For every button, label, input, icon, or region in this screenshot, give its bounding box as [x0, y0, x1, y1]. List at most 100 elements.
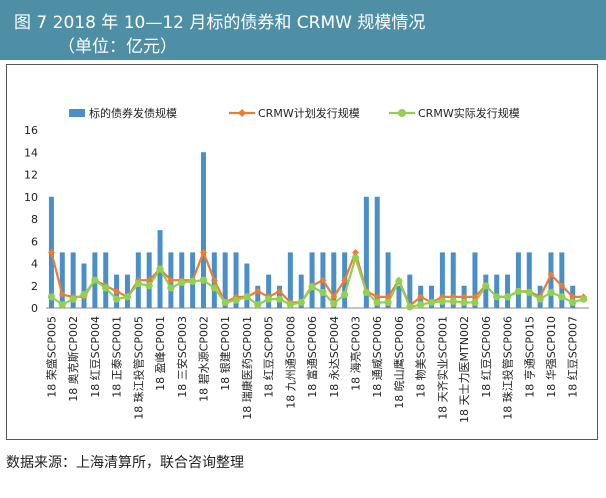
x-tick-label: 18 红豆SCP007	[567, 316, 580, 398]
x-tick-label: 18 奥克斯CP002	[66, 316, 80, 402]
chart-unit-subtitle: （单位：亿元）	[58, 37, 177, 57]
bar-issuance	[450, 252, 456, 308]
marker-crmw-actual	[449, 297, 457, 305]
marker-crmw-actual	[417, 301, 425, 309]
bar-issuance	[222, 252, 228, 308]
bar-issuance	[505, 274, 511, 308]
bar-issuance	[515, 252, 521, 308]
bar-issuance	[439, 252, 445, 308]
marker-crmw-plan	[200, 248, 207, 256]
bar-issuance	[244, 263, 250, 308]
y-tick-label: 6	[31, 235, 38, 248]
y-tick-label: 4	[31, 258, 38, 271]
bar-issuance	[548, 252, 554, 308]
marker-crmw-actual	[210, 284, 218, 292]
x-tick-label: 18 三安SCP003	[175, 316, 189, 398]
bar-issuance	[287, 252, 293, 308]
data-source-note: 数据来源：上海清算所，联合咨询整理	[6, 455, 244, 471]
marker-crmw-actual	[341, 291, 349, 299]
y-tick-label: 12	[24, 169, 38, 182]
marker-crmw-actual	[156, 265, 164, 273]
bar-issuance	[200, 152, 206, 308]
bar-issuance	[407, 274, 413, 308]
marker-crmw-actual	[319, 288, 327, 297]
marker-crmw-actual	[493, 293, 501, 301]
marker-crmw-actual	[69, 295, 77, 303]
marker-crmw-actual	[243, 293, 251, 301]
bar-issuance	[81, 263, 87, 308]
title-banner: 图 7 2018 年 10—12 月标的债券和 CRMW 规模情况 （单位：亿元…	[0, 0, 606, 60]
x-tick-label: 18 红豆SCP004	[89, 316, 102, 398]
legend: 标的债券发债规模 CRMW计划发行规模 CRMW实际发行规模	[69, 106, 520, 120]
bar-issuance	[266, 274, 272, 308]
marker-crmw-actual	[91, 276, 99, 284]
x-tick-label: 18 华强SCP010	[544, 316, 558, 398]
bar-issuance	[298, 274, 304, 308]
x-tick-label: 18 银建CP001	[218, 316, 232, 391]
marker-crmw-actual	[482, 282, 490, 290]
y-tick-label: 10	[24, 191, 38, 204]
chart-frame: 0 2 4 6 8 10 12 14 16 18 荣盛SCP005 18 奥克斯CP002 18 红豆…	[6, 64, 598, 440]
marker-crmw-plan	[58, 291, 66, 299]
x-tick-label: 18 瑞康医药SCP001	[240, 316, 254, 420]
marker-crmw-actual	[80, 291, 88, 299]
bar-issuance	[363, 196, 369, 308]
marker-crmw-actual	[112, 295, 121, 303]
marker-crmw-actual	[536, 295, 544, 303]
marker-crmw-actual	[427, 298, 436, 307]
marker-crmw-actual	[134, 279, 142, 288]
bar-issuance	[559, 252, 565, 308]
marker-crmw-actual	[123, 293, 132, 301]
marker-crmw-actual	[525, 288, 533, 297]
bar-issuance	[472, 252, 478, 308]
x-tick-label: 18 皖山鹰SCP006	[392, 316, 406, 409]
marker-crmw-actual	[558, 293, 566, 301]
x-tick-label: 18 珠江投管SCP006	[501, 316, 515, 420]
x-tick-label: 18 永达SCP004	[327, 316, 341, 398]
chart-title: 图 7 2018 年 10—12 月标的债券和 CRMW 规模情况	[14, 13, 426, 33]
bar-issuance	[103, 252, 109, 308]
marker-crmw-actual	[102, 284, 110, 292]
marker-crmw-actual	[351, 254, 360, 262]
x-tick-label: 18 盈峰CP001	[154, 316, 167, 391]
marker-crmw-actual	[362, 288, 370, 297]
marker-crmw-actual	[265, 295, 273, 303]
marker-crmw-actual	[569, 298, 577, 307]
x-tick-label: 18 亨通SCP015	[522, 316, 536, 398]
bar-issuance	[233, 252, 239, 308]
legend-marker-plan	[238, 109, 246, 117]
marker-crmw-actual	[330, 299, 338, 308]
marker-crmw-actual	[275, 295, 284, 303]
legend-label-actual: CRMW实际发行规模	[418, 106, 520, 120]
bar-issuance	[526, 252, 532, 308]
bar-issuance	[70, 252, 76, 308]
legend-marker-actual	[398, 109, 406, 117]
x-tick-label: 18 正泰SCP001	[110, 316, 124, 398]
marker-crmw-actual	[167, 284, 175, 292]
marker-crmw-plan	[330, 293, 338, 301]
marker-crmw-actual	[514, 287, 523, 295]
x-tick-label: 18 通威SCP006	[371, 316, 384, 398]
marker-crmw-actual	[145, 282, 153, 290]
x-tick-label: 18 天士力医MTN002	[458, 316, 471, 423]
marker-crmw-plan	[319, 276, 327, 284]
marker-crmw-actual	[406, 303, 414, 311]
marker-crmw-actual	[47, 293, 56, 301]
legend-label-plan: CRMW计划发行规模	[258, 106, 360, 120]
marker-crmw-actual	[308, 283, 316, 291]
bar-issuance	[124, 274, 130, 308]
bar-issuance	[331, 252, 337, 308]
x-tick-label: 18 荣盛SCP005	[44, 316, 58, 398]
marker-crmw-plan	[341, 276, 349, 284]
bar-issuance	[309, 252, 315, 308]
marker-crmw-actual	[438, 297, 446, 305]
marker-crmw-plan	[384, 293, 392, 301]
y-tick-label: 2	[31, 280, 38, 293]
marker-crmw-plan	[352, 248, 359, 256]
x-tick-label: 18 海亮CP003	[349, 316, 363, 391]
x-tick-label: 18 物美SCP003	[414, 316, 428, 398]
x-tick-label: 18 珠江投管SCP005	[131, 316, 145, 420]
bar-issuance	[483, 274, 489, 308]
bar-issuance	[255, 285, 261, 308]
x-tick-label: 18 碧水源CP002	[196, 316, 210, 402]
